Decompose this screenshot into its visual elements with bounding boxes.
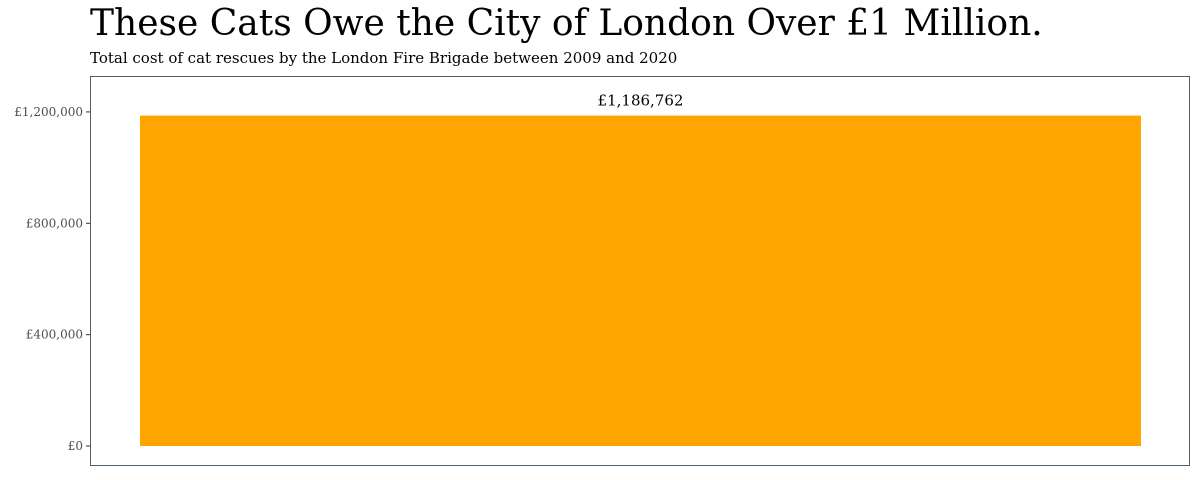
y-tick-label: £800,000 [26, 216, 83, 230]
plot-panel-border [90, 76, 1190, 466]
bar [140, 115, 1141, 446]
y-tick-label: £0 [68, 439, 83, 453]
y-axis: £0 £400,000 £800,000 £1,200,000 [14, 105, 90, 453]
y-tick-label: £400,000 [26, 328, 83, 342]
bars: £1,186,762 [140, 92, 1141, 446]
chart-subtitle: Total cost of cat rescues by the London … [90, 49, 678, 67]
y-tick-label: £1,200,000 [14, 105, 83, 119]
bar-value-label: £1,186,762 [598, 92, 684, 110]
chart-title: These Cats Owe the City of London Over £… [90, 3, 1043, 44]
